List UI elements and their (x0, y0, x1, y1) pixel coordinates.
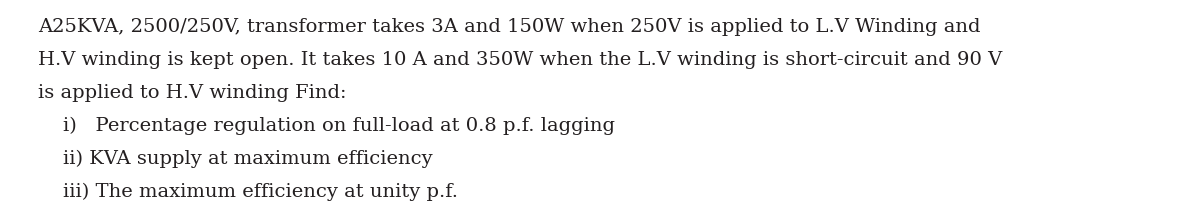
Text: A25KVA, 2500/250V, transformer takes 3A and 150W when 250V is applied to L.V Win: A25KVA, 2500/250V, transformer takes 3A … (38, 18, 980, 36)
Text: H.V winding is kept open. It takes 10 A and 350W when the L.V winding is short-c: H.V winding is kept open. It takes 10 A … (38, 51, 1003, 69)
Text: is applied to H.V winding Find:: is applied to H.V winding Find: (38, 84, 347, 102)
Text: iii) The maximum efficiency at unity p.f.: iii) The maximum efficiency at unity p.f… (38, 183, 458, 201)
Text: i)   Percentage regulation on full-load at 0.8 p.f. lagging: i) Percentage regulation on full-load at… (38, 117, 616, 135)
Text: ii) KVA supply at maximum efficiency: ii) KVA supply at maximum efficiency (38, 150, 433, 168)
